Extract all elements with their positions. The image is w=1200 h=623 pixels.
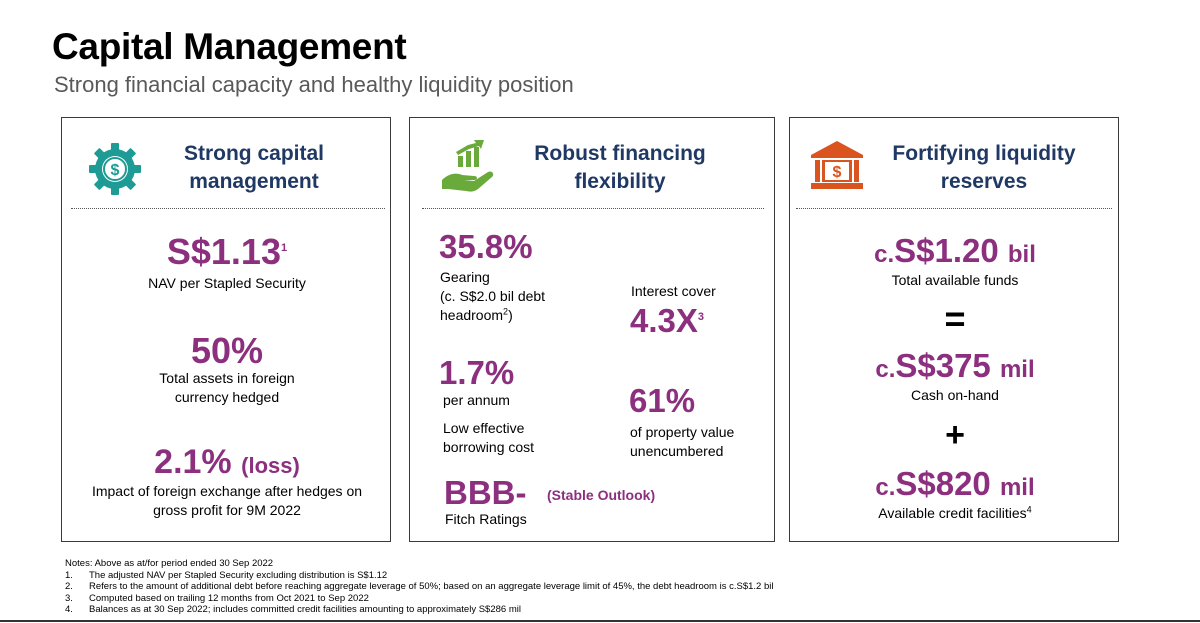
notes-intro: Notes: Above as at/for period ended 30 S… — [65, 558, 274, 569]
gear-dollar-icon: $ — [89, 143, 141, 195]
credit-label: Available credit facilities4 — [878, 504, 1032, 521]
nav-label: NAV per Stapled Security — [148, 275, 306, 291]
svg-text:$: $ — [833, 164, 842, 181]
panel-divider — [422, 208, 764, 209]
panel-capital-management: $ Strong capital management S$1.131 NAV … — [61, 117, 391, 542]
hedged-value: 50% — [190, 330, 264, 371]
unencumbered-label: of property value unencumbered — [630, 424, 735, 459]
total-funds-value: c.S$1.20 bil — [874, 232, 1036, 269]
rating-label: Fitch Ratings — [445, 511, 527, 527]
panel-title: Fortifying liquidity reserves — [892, 142, 1076, 193]
interest-cover-label: Interest cover — [631, 283, 716, 299]
bank-dollar-icon: $ — [811, 141, 863, 189]
cash-value: c.S$375 mil — [875, 347, 1035, 384]
bottom-rule — [0, 620, 1200, 622]
fx-value: 2.1% (loss) — [154, 443, 300, 481]
footnote-item: 2. Refers to the amount of additional deb… — [65, 581, 774, 592]
footnote-item: 1. The adjusted NAV per Stapled Security … — [65, 569, 388, 581]
svg-text:$: $ — [111, 162, 120, 179]
gearing-value: 35.8% — [439, 228, 533, 265]
page-subtitle: Strong financial capacity and healthy li… — [54, 72, 574, 97]
panel-divider — [71, 208, 385, 209]
cash-label: Cash on-hand — [911, 387, 999, 403]
panel-title: Strong capital management — [183, 142, 325, 193]
panel-financing-flexibility: Robust financing flexibility 35.8% Geari… — [409, 117, 775, 542]
plus-sign: + — [945, 416, 965, 454]
nav-value: S$1.131 — [166, 231, 288, 272]
borrowing-cost-label: per annum Low effective borrowing cost — [443, 392, 535, 455]
footnote-item: 3. Computed based on trailing 12 months f… — [65, 592, 369, 604]
rating-outlook: (Stable Outlook) — [547, 487, 656, 503]
equals-sign: = — [944, 298, 966, 339]
gearing-label: Gearing (c. S$2.0 bil debt headroom2) — [440, 269, 546, 323]
panel-liquidity-reserves: $ Fortifying liquidity reserves c.S$1.20… — [789, 117, 1119, 542]
borrowing-cost-value: 1.7% — [439, 354, 515, 391]
panel-divider — [796, 208, 1112, 209]
hedged-label: Total assets in foreign currency hedged — [159, 370, 295, 405]
credit-value: c.S$820 mil — [875, 465, 1035, 502]
interest-cover-value: 4.3X3 — [630, 302, 705, 339]
page-title: Capital Management — [52, 26, 407, 67]
total-funds-label: Total available funds — [891, 272, 1019, 288]
footnotes: Notes: Above as at/for period ended 30 S… — [65, 558, 773, 616]
footnote-item: 4. Balances as at 30 Sep 2022; includes c… — [65, 604, 521, 615]
fx-label: Impact of foreign exchange after hedges … — [91, 483, 363, 518]
hand-growth-chart-icon — [442, 140, 494, 192]
unencumbered-value: 61% — [629, 382, 696, 419]
panel-title: Robust financing flexibility — [534, 142, 706, 193]
rating-value: BBB- — [444, 474, 527, 511]
